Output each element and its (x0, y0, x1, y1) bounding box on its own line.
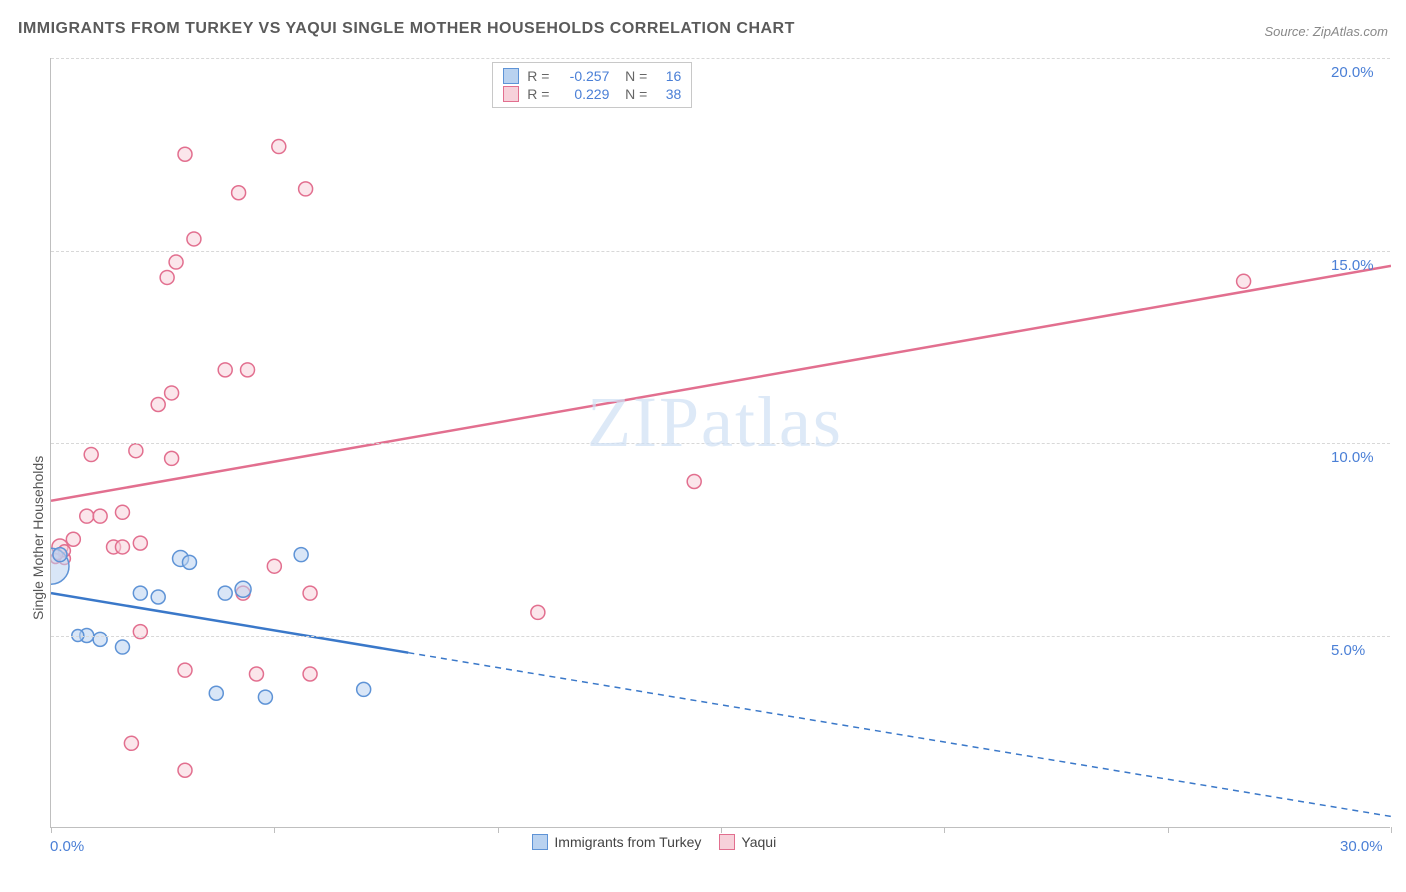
data-point (115, 640, 129, 654)
data-point (151, 398, 165, 412)
data-point (93, 632, 107, 646)
data-point (178, 763, 192, 777)
x-tick-label: 30.0% (1340, 838, 1383, 855)
data-point (93, 509, 107, 523)
data-point (272, 140, 286, 154)
data-point (187, 232, 201, 246)
trend-line (408, 653, 1391, 817)
stat-n-label: N = (617, 68, 647, 84)
data-point (133, 586, 147, 600)
x-tick (944, 827, 945, 833)
legend-item: Yaqui (719, 834, 776, 850)
stat-r-label: R = (527, 86, 549, 102)
x-tick-label: 0.0% (50, 838, 84, 855)
legend-swatch (503, 86, 519, 102)
y-tick-label: 15.0% (1331, 257, 1374, 274)
data-point (209, 686, 223, 700)
scatter-plot-area: ZIPatlas 5.0%10.0%15.0%20.0% (50, 58, 1390, 828)
data-point (1237, 274, 1251, 288)
data-point (53, 548, 67, 562)
stats-row: R = -0.257 N = 16 (503, 67, 681, 85)
data-point (357, 682, 371, 696)
data-point (178, 147, 192, 161)
data-point (165, 386, 179, 400)
data-point (133, 536, 147, 550)
y-tick-label: 10.0% (1331, 449, 1374, 466)
legend-swatch (532, 834, 548, 850)
legend-swatch (719, 834, 735, 850)
data-point (80, 509, 94, 523)
data-point (299, 182, 313, 196)
data-point (169, 255, 183, 269)
x-tick (721, 827, 722, 833)
gridline (51, 443, 1390, 444)
gridline (51, 251, 1390, 252)
x-tick (274, 827, 275, 833)
source-name: ZipAtlas.com (1313, 24, 1388, 39)
data-point (66, 532, 80, 546)
legend-swatch (503, 68, 519, 84)
data-point (160, 270, 174, 284)
y-tick-label: 5.0% (1331, 642, 1365, 659)
stat-n-label: N = (617, 86, 647, 102)
data-point (303, 667, 317, 681)
data-point (133, 625, 147, 639)
source-prefix: Source: (1264, 24, 1312, 39)
x-tick (51, 827, 52, 833)
x-tick (498, 827, 499, 833)
data-point (178, 663, 192, 677)
source-attribution: Source: ZipAtlas.com (1264, 24, 1388, 39)
data-point (115, 540, 129, 554)
data-point (687, 475, 701, 489)
data-point (218, 586, 232, 600)
chart-title: IMMIGRANTS FROM TURKEY VS YAQUI SINGLE M… (18, 20, 795, 38)
data-point (241, 363, 255, 377)
data-point (258, 690, 272, 704)
data-point (235, 581, 251, 597)
data-point (249, 667, 263, 681)
stat-r-label: R = (527, 68, 549, 84)
stat-n-value: 38 (655, 86, 681, 102)
data-point (182, 555, 196, 569)
legend-label: Yaqui (741, 834, 776, 850)
data-point (84, 448, 98, 462)
data-point (218, 363, 232, 377)
data-point (294, 548, 308, 562)
legend-item: Immigrants from Turkey (532, 834, 701, 850)
y-axis-label: Single Mother Households (30, 456, 46, 620)
legend-label: Immigrants from Turkey (554, 834, 701, 850)
data-point (232, 186, 246, 200)
x-tick (1391, 827, 1392, 833)
series-legend: Immigrants from Turkey Yaqui (532, 834, 776, 850)
stat-r-value: -0.257 (557, 68, 609, 84)
data-point (267, 559, 281, 573)
data-point (303, 586, 317, 600)
trend-line (51, 266, 1391, 501)
data-point (151, 590, 165, 604)
data-point (124, 736, 138, 750)
gridline (51, 636, 1390, 637)
y-tick-label: 20.0% (1331, 64, 1374, 81)
x-tick (1168, 827, 1169, 833)
correlation-stats-box: R = -0.257 N = 16R = 0.229 N = 38 (492, 62, 692, 108)
data-point (531, 605, 545, 619)
data-point (115, 505, 129, 519)
data-point (129, 444, 143, 458)
data-point (165, 451, 179, 465)
stats-row: R = 0.229 N = 38 (503, 85, 681, 103)
stat-n-value: 16 (655, 68, 681, 84)
stat-r-value: 0.229 (557, 86, 609, 102)
gridline (51, 58, 1390, 59)
